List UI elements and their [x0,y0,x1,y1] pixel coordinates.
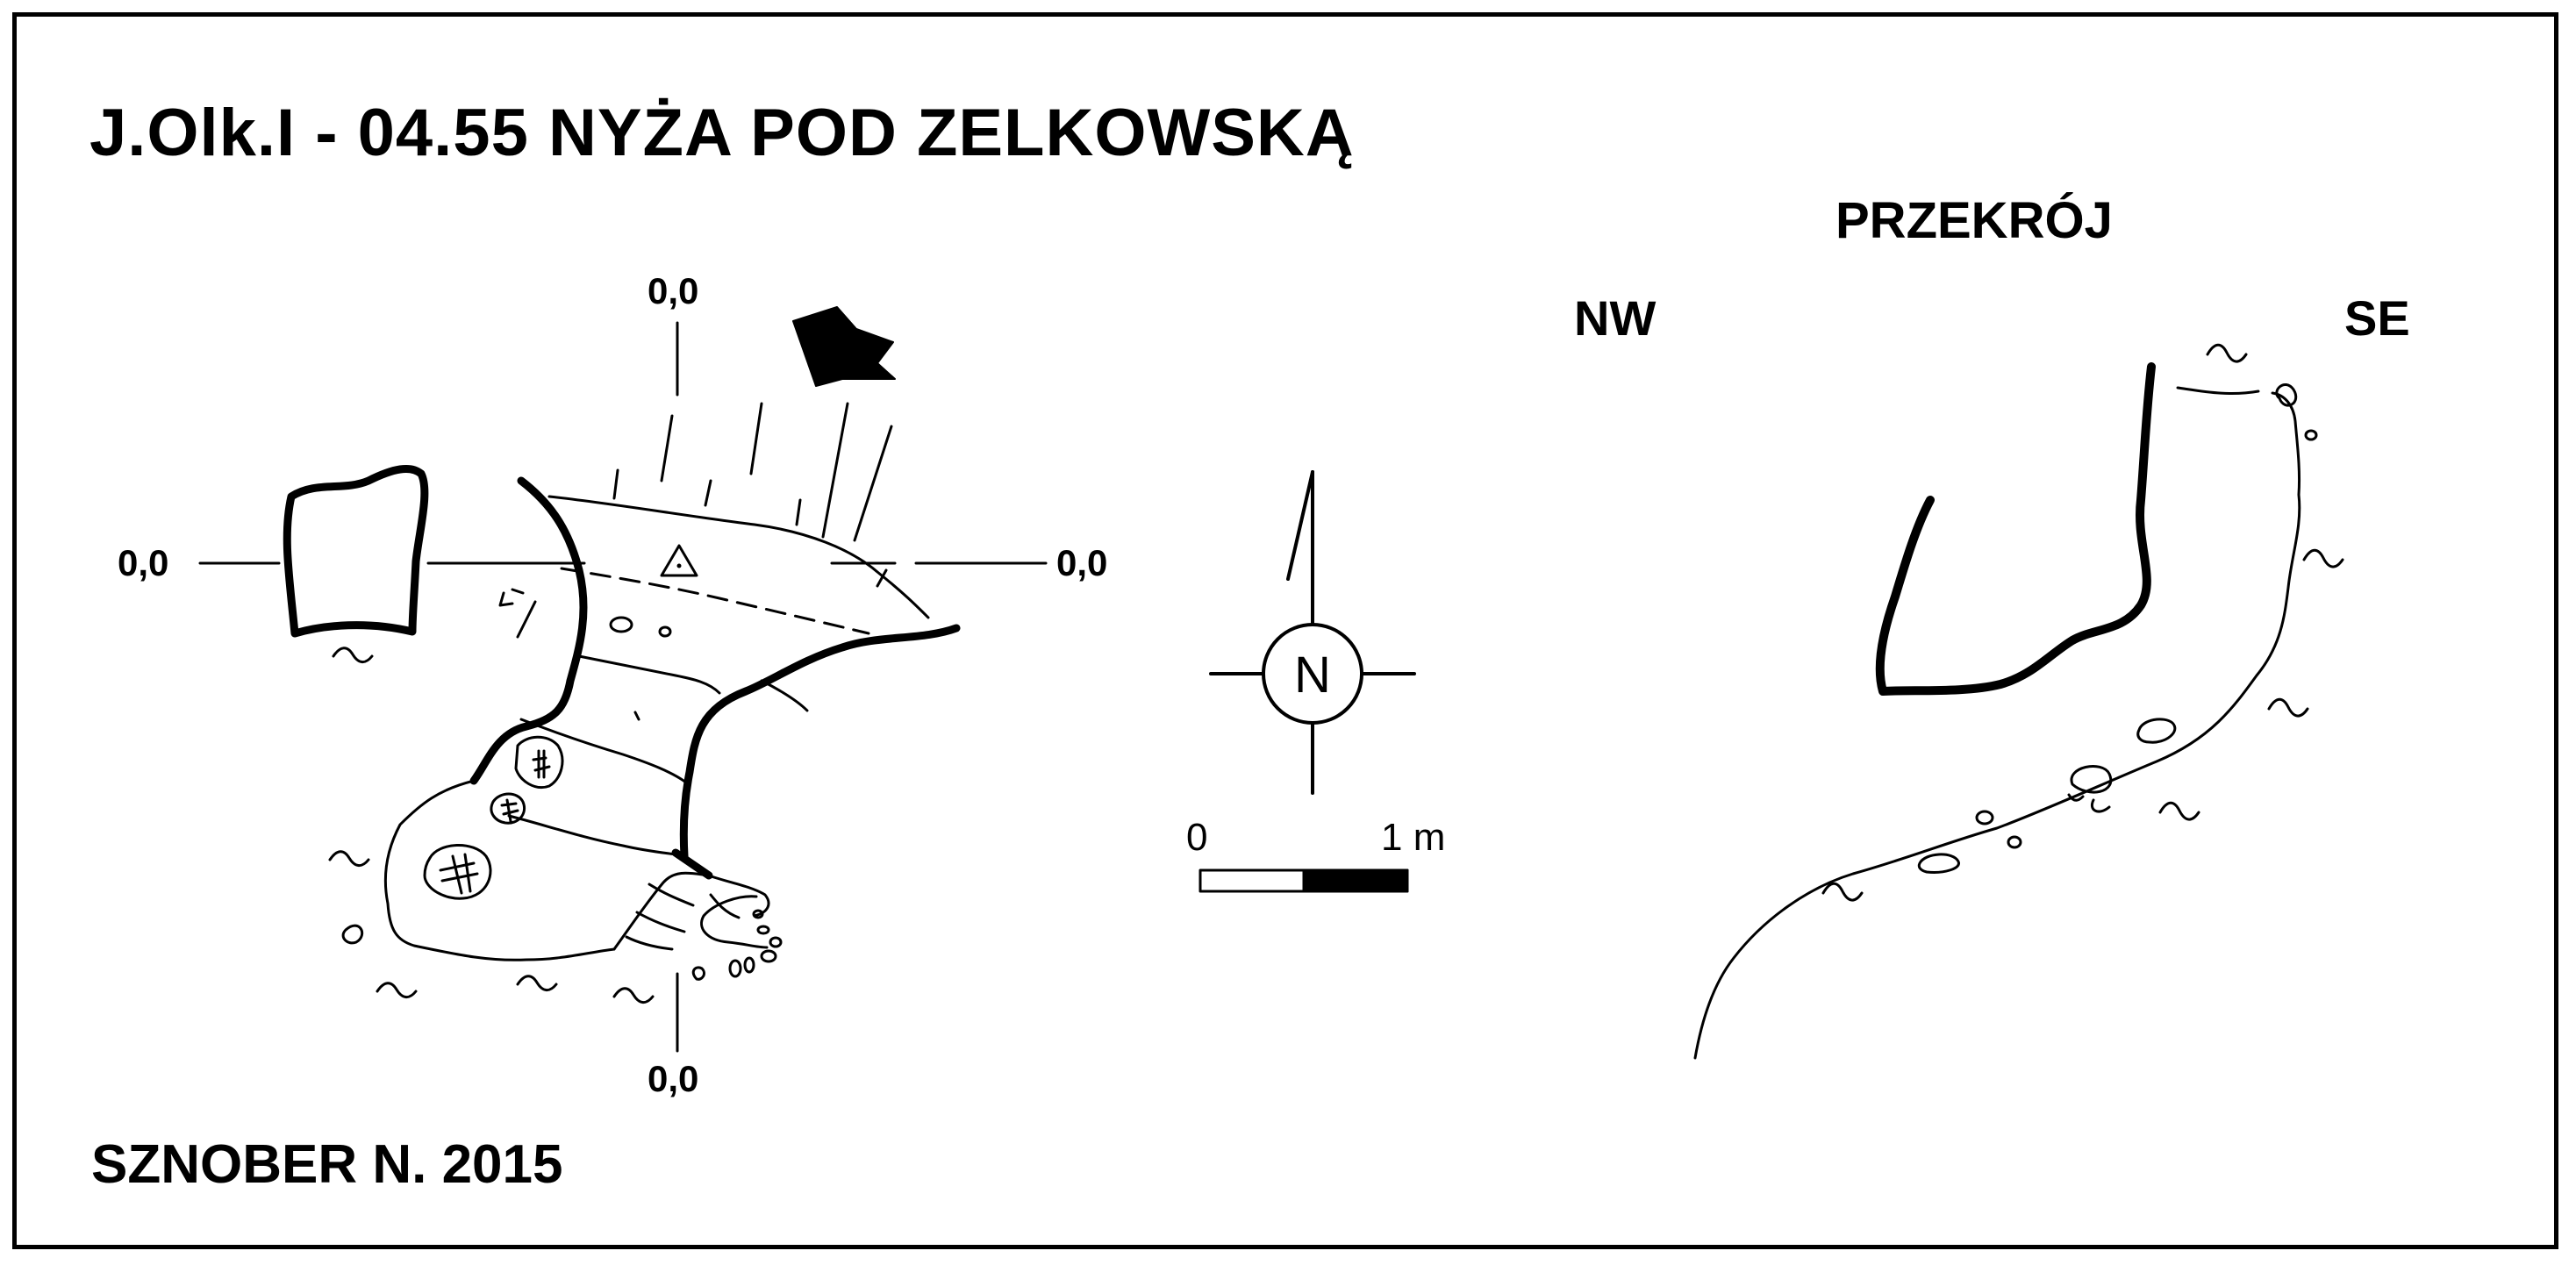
section-pebbles [1917,383,2318,874]
coord-label-left: 0,0 [118,542,169,583]
scale-start-label: 0 [1186,816,1208,859]
scale-end-label: 1 m [1381,816,1446,859]
north-letter: N [1294,647,1331,704]
entrance-arrow-icon [792,306,896,387]
scale-bar [1199,868,1409,893]
rock-blocks [423,735,564,900]
pebbles [341,616,783,981]
side-pocket-wall [283,465,429,638]
direction-se: SE [2344,290,2410,346]
map-title: J.Olk.I - 04.55 NYŻA POD ZELKOWSKĄ [89,96,1355,170]
direction-nw: NW [1574,290,1657,346]
author-credit: SZNOBER N. 2015 [91,1134,563,1195]
cave-wall-outline [469,476,961,880]
plan-view [198,306,1048,1053]
coord-label-top: 0,0 [648,270,699,311]
cave-floor-outline [383,495,930,961]
section-title: PRZEKRÓJ [1835,192,2113,249]
section-wall-thick [1875,362,2156,696]
section-floor-profile [1693,391,2301,1060]
coord-label-right: 0,0 [1056,542,1108,583]
clay-symbols [328,647,655,1004]
cross-section-view [1693,343,2344,1060]
section-clay-symbols [1821,343,2344,902]
plan-coordinate-axes [198,321,1048,1053]
section-ceiling-line [2176,386,2260,396]
north-arrow [1209,470,1416,795]
rock-striations [612,402,893,588]
survey-station-icon [660,544,698,577]
coord-label-bottom: 0,0 [648,1058,699,1099]
drip-line [560,567,870,635]
map-frame [12,12,2558,1249]
floor-ledges [498,588,809,951]
